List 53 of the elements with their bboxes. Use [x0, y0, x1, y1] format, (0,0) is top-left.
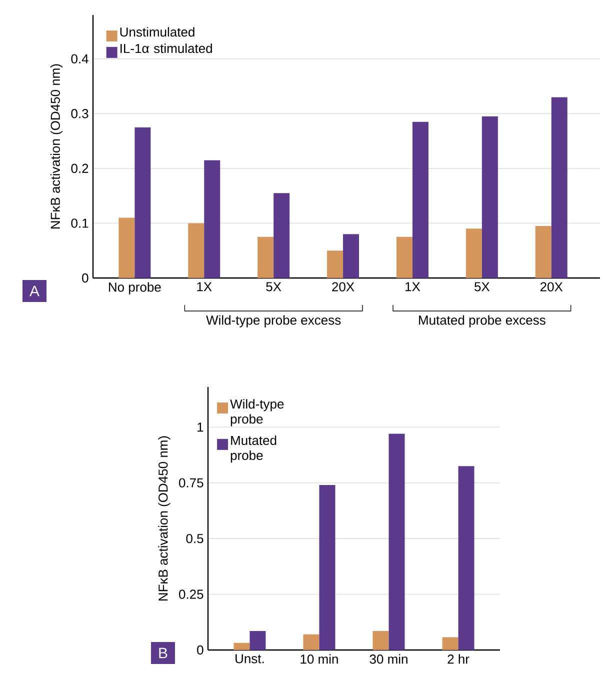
bar [118, 218, 135, 278]
y-tick-label: 0.5 [186, 534, 204, 544]
x-tick-label: 2 hr [448, 654, 470, 664]
legend-label: Unstimulated [120, 27, 194, 37]
bar [396, 236, 412, 278]
bar [458, 466, 474, 650]
text: Mutated probe excess [419, 315, 546, 328]
x-tick-label: 10 min [300, 654, 338, 664]
bar [372, 631, 389, 650]
y-axis-title: NFκB activation (OD450 nm) [50, 64, 63, 229]
x-tick-label: 30 min [370, 654, 408, 664]
bar [234, 642, 250, 650]
text: Wild-type probe excess [206, 315, 341, 328]
y-tick-label: 0.25 [179, 590, 204, 599]
bar [274, 193, 290, 278]
bar [482, 116, 498, 278]
text: A [30, 286, 40, 296]
bar [250, 631, 266, 650]
bar [204, 160, 220, 278]
bar [188, 223, 204, 278]
bar [258, 236, 274, 278]
y-axis-title: NFκB activation (OD450 nm) [158, 436, 170, 601]
bar [303, 634, 320, 650]
bar [319, 485, 336, 650]
bar [327, 250, 344, 278]
y-tick-label: 0.75 [179, 478, 204, 488]
x-tick-label: 20X [540, 282, 563, 292]
bar [466, 228, 482, 278]
x-tick-label: 20X [332, 282, 354, 292]
x-tick-label: 5X [266, 282, 282, 292]
y-tick-label: 1 [198, 422, 204, 432]
x-tick-label: 1X [406, 282, 420, 292]
x-tick-label: Unst. [236, 654, 264, 664]
bar [442, 637, 458, 650]
legend-label: Wild-type probe [230, 399, 284, 426]
text: B [159, 648, 168, 658]
y-tick-label: 0 [82, 273, 88, 283]
bar [388, 434, 405, 650]
y-tick-label: 0.2 [71, 164, 88, 174]
x-tick-label: No probe [108, 282, 161, 294]
bar [134, 127, 151, 278]
bar [412, 122, 428, 278]
bar [551, 97, 568, 278]
bar [343, 234, 360, 278]
y-tick-label: 0.1 [71, 218, 88, 228]
y-tick-label: 0.4 [71, 54, 88, 64]
y-tick-label: 0.3 [71, 109, 88, 118]
y-tick-label: 0 [197, 645, 204, 655]
legend-label: IL-1α stimulated [120, 44, 212, 54]
legend-label: Mutated probe [230, 436, 276, 463]
x-tick-label: 5X [474, 282, 490, 292]
bar [535, 226, 552, 278]
x-tick-label: 1X [197, 282, 212, 292]
